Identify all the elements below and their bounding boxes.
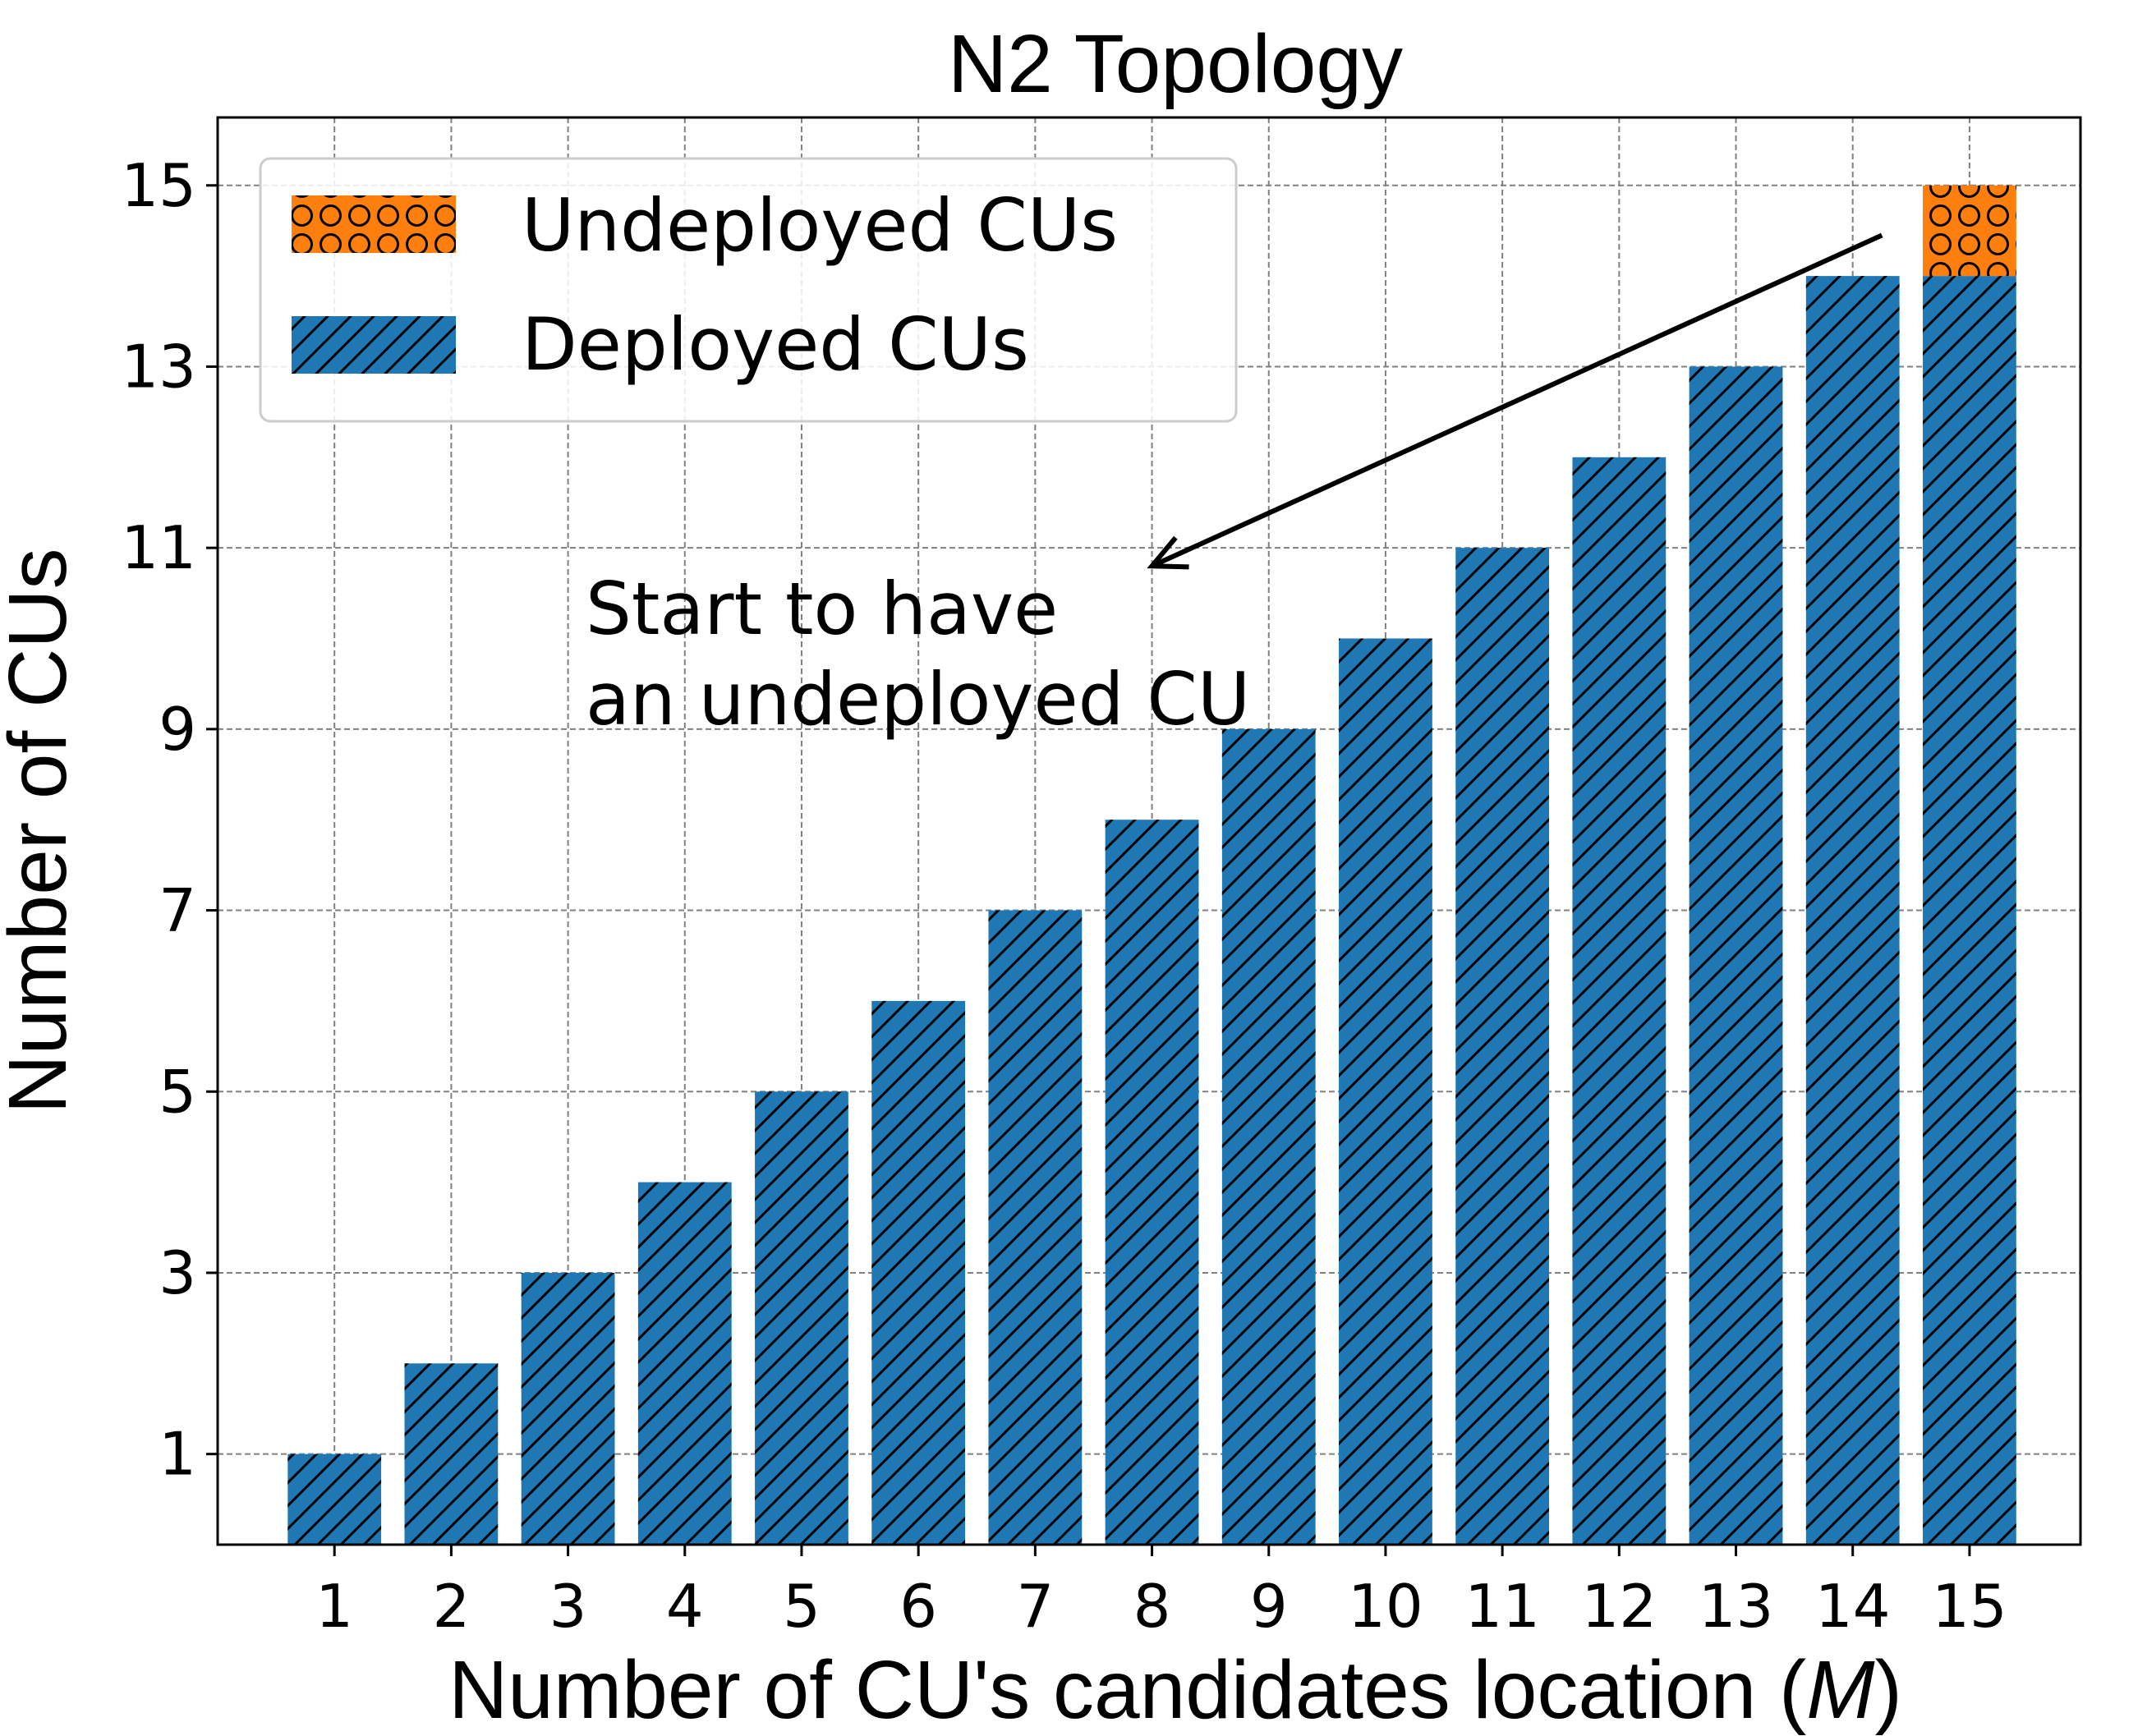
bars	[287, 185, 2016, 1545]
legend: Undeployed CUs Deployed CUs	[259, 157, 1238, 423]
annotation-line-2: an undeployed CU	[586, 657, 1250, 742]
x-axis-label-main: Number of CU's candidates location (	[448, 1644, 1806, 1736]
annotation-arrowhead	[1147, 535, 1189, 570]
bar-deployed-cus-13-hatch	[1689, 366, 1783, 1545]
annotation-line-1: Start to have	[586, 567, 1058, 651]
legend-hatch-undeployed	[292, 195, 456, 253]
bar-deployed-cus-15-hatch	[1923, 276, 2016, 1545]
bar-deployed-cus-10-hatch	[1339, 638, 1432, 1545]
x-tick-label: 1	[315, 1572, 353, 1641]
annotation: Start to have an undeployed CU	[586, 232, 1883, 742]
x-tick-label: 9	[1250, 1572, 1288, 1641]
x-tick-label: 8	[1133, 1572, 1171, 1641]
x-axis-label: Number of CU's candidates location (M)	[448, 1644, 1902, 1736]
bar-deployed-cus-11-hatch	[1455, 548, 1550, 1545]
bar-deployed-cus-9-hatch	[1221, 728, 1316, 1545]
x-tick-label: 6	[899, 1572, 937, 1641]
y-tick-label: 9	[159, 695, 196, 764]
plot-frame	[216, 116, 2082, 1546]
x-tick-label: 11	[1464, 1572, 1540, 1641]
x-axis-label-variable: M	[1806, 1644, 1875, 1736]
bar-undeployed-cus-15-hatch	[1923, 185, 2016, 277]
chart-title: N2 Topology	[948, 18, 1403, 110]
bar-deployed-cus-1-hatch	[287, 1454, 382, 1545]
bar-deployed-cus-6-hatch	[871, 1000, 966, 1545]
y-tick-label: 1	[159, 1420, 196, 1489]
bar-deployed-cus-5-hatch	[755, 1091, 848, 1545]
bar-deployed-cus-14-hatch	[1805, 276, 1900, 1545]
bar-deployed-cus-4-hatch	[637, 1182, 732, 1545]
y-tick-label: 11	[121, 513, 196, 582]
x-tick-label: 15	[1932, 1572, 2007, 1641]
y-tick-label: 3	[159, 1238, 196, 1307]
y-tick-label: 13	[121, 332, 196, 401]
x-tick-label: 3	[549, 1572, 587, 1641]
x-tick-label: 4	[666, 1572, 704, 1641]
legend-label-undeployed: Undeployed CUs	[522, 183, 1118, 268]
legend-label-deployed: Deployed CUs	[522, 302, 1029, 387]
y-tick-label: 5	[159, 1057, 196, 1126]
bar-deployed-cus-8-hatch	[1105, 820, 1199, 1545]
x-tick-label: 14	[1815, 1572, 1891, 1641]
x-axis: 1 2 3 4 5 6 7 8 9 10 11 12 13 14 15	[315, 1545, 2007, 1641]
y-tick-label: 15	[121, 151, 196, 220]
x-tick-label: 2	[432, 1572, 470, 1641]
legend-hatch-deployed	[292, 316, 456, 374]
x-tick-label: 7	[1016, 1572, 1054, 1641]
bar-deployed-cus-2-hatch	[404, 1363, 499, 1545]
legend-box	[259, 157, 1238, 423]
bar-deployed-cus-7-hatch	[988, 910, 1083, 1545]
bar-deployed-cus-3-hatch	[521, 1272, 615, 1545]
x-axis-label-end: )	[1875, 1644, 1902, 1736]
x-tick-label: 10	[1348, 1572, 1423, 1641]
annotation-arrow	[1151, 232, 1883, 568]
x-tick-label: 13	[1699, 1572, 1774, 1641]
bar-deployed-cus-12-hatch	[1572, 457, 1667, 1545]
y-tick-label: 7	[159, 876, 196, 945]
y-axis-label: Number of CUs	[0, 548, 84, 1114]
x-tick-label: 5	[783, 1572, 821, 1641]
x-tick-label: 12	[1582, 1572, 1657, 1641]
